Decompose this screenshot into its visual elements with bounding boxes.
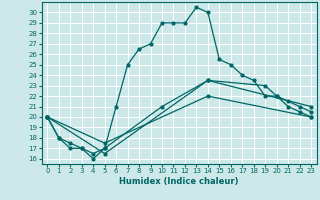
X-axis label: Humidex (Indice chaleur): Humidex (Indice chaleur) [119,177,239,186]
